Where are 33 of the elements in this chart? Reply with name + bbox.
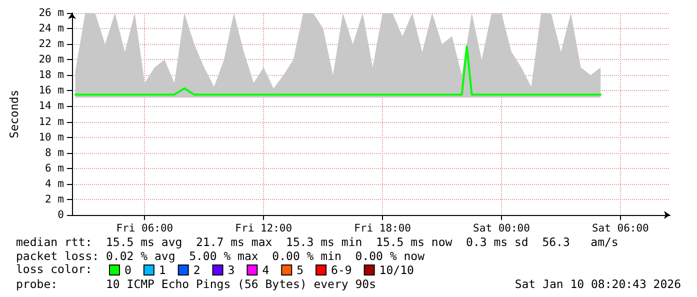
x-tick-label: Fri 18:00 <box>354 222 412 234</box>
y-tick-label: 2 m <box>45 193 64 206</box>
legend-label: 1 <box>158 263 166 277</box>
legend-label: 5 <box>296 263 304 277</box>
y-tick-label: 22 m <box>38 38 64 50</box>
legend-label: 4 <box>262 263 270 277</box>
y-tick-label: 12 m <box>38 116 64 128</box>
y-tick-label: 0 <box>58 209 64 221</box>
y-axis-title: Seconds <box>7 90 21 138</box>
y-tick-label: 18 m <box>38 69 64 82</box>
text: Sat Jan 10 08:20:43 2026 <box>514 277 682 291</box>
y-tick-label: 6 m <box>45 162 64 174</box>
y-tick-label: 14 m <box>38 100 64 112</box>
y-tick-label: 8 m <box>45 146 64 159</box>
y-tick-label: 10 m <box>38 131 64 144</box>
text: median rtt: 15.5 ms avg 21.7 ms max 15.3 ms min 15.5 ms now 0.3 ms sd 56.3 am/s <box>16 235 618 249</box>
legend-label: 3 <box>228 263 235 277</box>
text: packet loss: 0.02 % avg 5.00 % max 0.00 % min 0.00 % now <box>16 249 425 263</box>
y-tick-label: 16 m <box>38 84 64 97</box>
legend-title: loss color: <box>16 262 92 276</box>
legend-label: 10/10 <box>379 263 414 277</box>
y-tick-label: 26 m <box>38 7 64 19</box>
x-tick-label: Fri 12:00 <box>235 222 292 234</box>
x-tick-label: Sat 06:00 <box>592 222 649 234</box>
legend-label: 0 <box>124 263 132 277</box>
y-tick-label: 4 m <box>45 178 64 190</box>
y-tick-label: 24 m <box>38 22 64 35</box>
text: probe: 10 ICMP Echo Pings (56 Bytes) every 90s <box>16 277 376 291</box>
legend-label: 6-9 <box>331 263 352 277</box>
x-tick-label: Fri 06:00 <box>116 222 174 234</box>
y-tick-label: 20 m <box>38 54 64 66</box>
x-tick-label: Sat 00:00 <box>473 222 530 234</box>
legend-label: 2 <box>193 263 200 277</box>
